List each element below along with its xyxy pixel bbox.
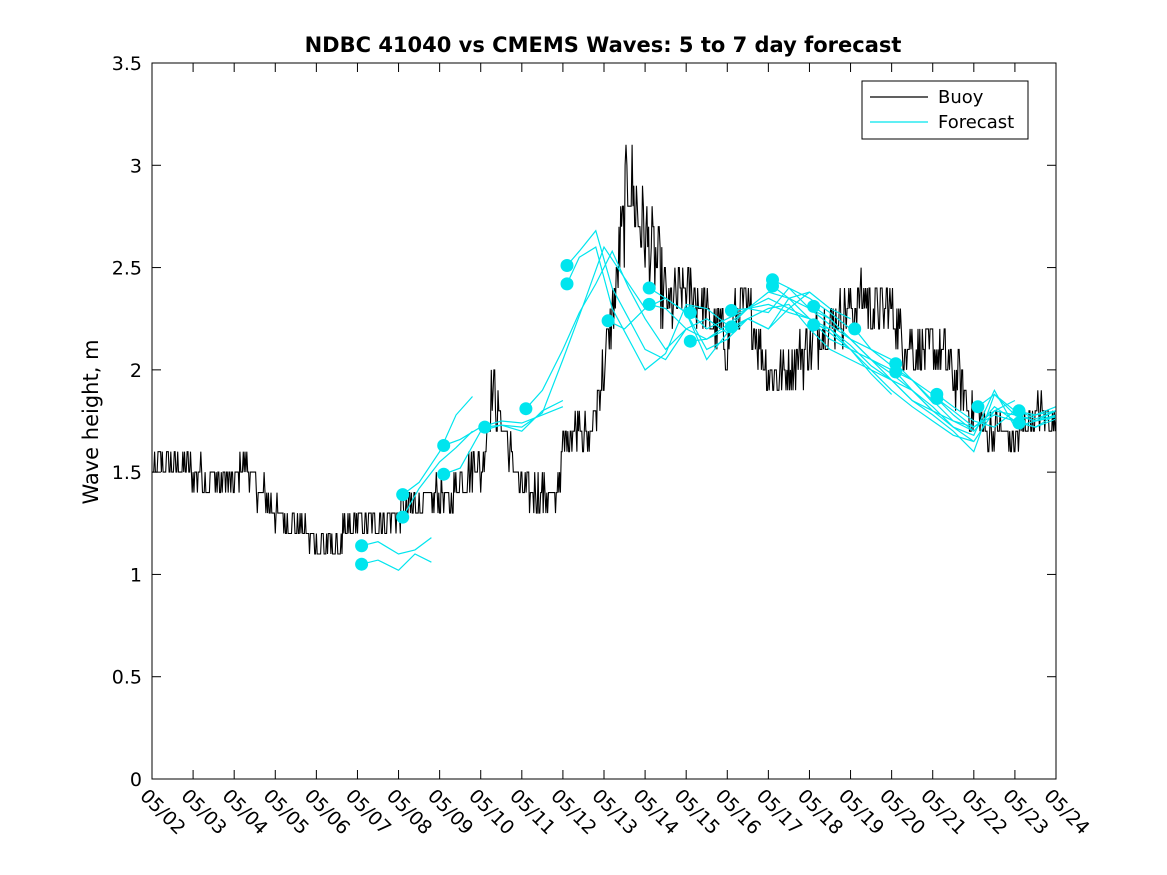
forecast-run-line <box>731 303 934 412</box>
forecast-start-marker <box>396 488 410 502</box>
forecast-start-marker <box>355 539 369 553</box>
forecast-start-marker <box>724 304 738 317</box>
y-tick-label: 3.5 <box>112 53 142 75</box>
forecast-start-marker <box>396 510 410 524</box>
forecast-start-marker <box>519 402 533 416</box>
forecast-run-line <box>566 246 728 371</box>
forecast-start-marker <box>930 392 944 405</box>
y-tick-label: 0 <box>130 769 142 791</box>
forecast-start-marker <box>642 281 656 295</box>
forecast-start-marker <box>1012 416 1026 430</box>
forecast-run-line <box>690 303 893 395</box>
forecast-run-line <box>895 371 1057 437</box>
forecast-start-marker <box>642 297 656 311</box>
forecast-run-line <box>895 363 1057 433</box>
y-tick-label: 2.5 <box>112 258 142 280</box>
forecast-run-line <box>772 285 974 443</box>
forecast-run-line <box>402 430 473 518</box>
forecast-run-line <box>607 291 810 351</box>
forecast-start-marker <box>437 439 451 452</box>
forecast-start-marker <box>683 334 697 348</box>
forecast-start-marker <box>889 365 903 379</box>
forecast-start-marker <box>971 400 985 414</box>
forecast-start-marker <box>807 299 821 313</box>
forecast-start-marker <box>1012 404 1026 418</box>
forecast-run-line <box>361 553 432 572</box>
forecast-start-marker <box>478 420 492 434</box>
y-tick-label: 2 <box>130 360 142 382</box>
forecast-start-marker <box>355 557 369 571</box>
forecast-start-marker <box>437 467 451 481</box>
forecast-run-line <box>813 324 1016 453</box>
legend: Buoy Forecast <box>861 80 1029 140</box>
forecast-start-marker <box>807 318 821 332</box>
forecast-start-marker <box>560 259 574 272</box>
chart-title: NDBC 41040 vs CMEMS Waves: 5 to 7 day fo… <box>305 33 902 57</box>
forecast-start-marker <box>766 279 779 293</box>
forecast-start-marker <box>724 320 738 334</box>
legend-buoy-label: Buoy <box>938 87 984 108</box>
y-tick-label: 1.5 <box>112 462 142 484</box>
y-tick-label: 1 <box>130 564 142 586</box>
y-axis-label: Wave height, m <box>79 339 103 504</box>
forecast-run-line <box>525 249 687 410</box>
buoy-series-line <box>152 144 1057 555</box>
forecast-start-marker <box>848 322 862 336</box>
forecast-run-line <box>936 393 1057 428</box>
forecast-run-line <box>443 406 564 447</box>
forecast-run-line <box>402 396 473 496</box>
plot-area <box>152 144 1057 572</box>
y-tick-label: 3 <box>130 155 142 177</box>
legend-forecast-label: Forecast <box>938 112 1014 133</box>
legend-box <box>861 80 1029 140</box>
forecast-start-marker <box>683 306 697 320</box>
forecast-run-line <box>361 537 432 555</box>
y-tick-label: 0.5 <box>112 667 142 689</box>
forecast-run-line <box>566 229 728 361</box>
forecast-start-marker <box>601 314 615 328</box>
forecast-start-marker <box>560 277 574 291</box>
forecast-run-line <box>484 245 646 428</box>
